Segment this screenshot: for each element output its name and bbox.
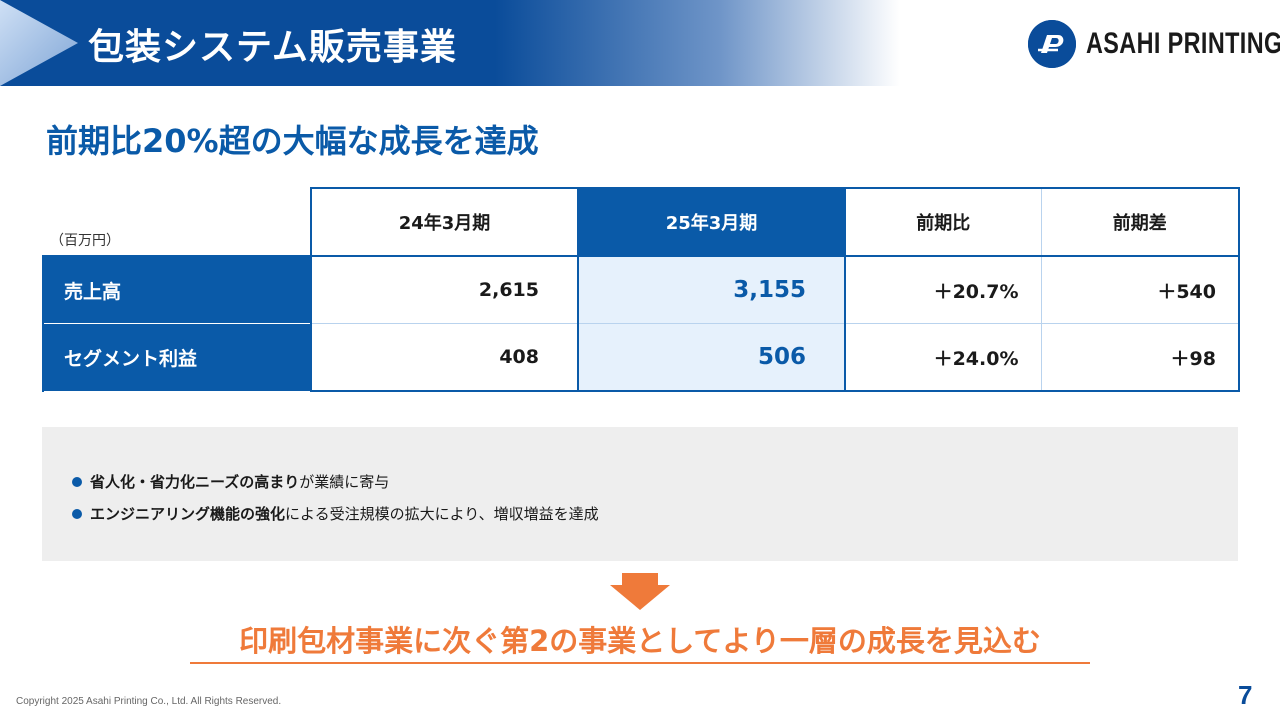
list-item: 省人化・省力化ニーズの高まり が業績に寄与 [72,471,389,492]
note-text: による受注規模の拡大により、増収増益を達成 [285,505,599,523]
company-logo: ASAHI PRINTING [1028,20,1280,68]
slide-subtitle: 前期比20%超の大幅な成長を達成 [46,122,539,160]
page-title: 包装システム販売事業 [88,27,457,68]
profit-fy24: 408 [310,323,578,392]
profit-fy25: 506 [577,323,846,392]
header-band: 包装システム販売事業 [0,0,900,86]
sales-yoy-ratio: ＋20.7% [845,255,1041,324]
bullet-icon [72,476,82,487]
sales-fy25: 3,155 [577,255,846,324]
page-number: 7 [1238,680,1253,710]
list-item: エンジニアリング機能の強化 による受注規模の拡大により、増収増益を達成 [72,503,599,524]
row-label-segment-profit: セグメント利益 [42,323,311,392]
copyright: Copyright 2025 Asahi Printing Co., Ltd. … [16,696,282,707]
sales-yoy-diff: ＋540 [1040,255,1240,324]
sales-fy24: 2,615 [310,255,578,324]
note-highlight: エンジニアリング機能の強化 [90,505,286,523]
asahi-printing-logo-icon [1028,20,1076,68]
header-triangle-decoration [0,0,78,86]
down-arrow-icon [610,573,670,610]
row-label-sales: 売上高 [42,256,311,324]
table-row: セグメント利益 408 506 ＋24.0% ＋98 [42,323,1240,392]
conclusion-text: 印刷包材事業に次ぐ第2の事業としてより一層の成長を見込む [190,618,1090,664]
profit-yoy-diff: ＋98 [1040,323,1240,392]
column-header-fy24: 24年3月期 [310,187,579,257]
profit-yoy-ratio: ＋24.0% [845,323,1041,392]
column-header-fy25: 25年3月期 [577,187,846,257]
bullet-icon [72,508,82,519]
financial-table: 24年3月期 25年3月期 前期比 前期差 売上高 2,615 3,155 ＋2… [42,187,1240,392]
column-header-yoy-ratio: 前期比 [844,187,1042,257]
note-text: が業績に寄与 [299,473,390,491]
table-row: 売上高 2,615 3,155 ＋20.7% ＋540 [42,255,1240,324]
table-corner [43,188,312,257]
table-header-row: 24年3月期 25年3月期 前期比 前期差 [43,187,1240,257]
column-header-yoy-diff: 前期差 [1040,187,1240,257]
note-highlight: 省人化・省力化ニーズの高まり [90,473,300,491]
logo-text: ASAHI PRINTING [1086,27,1280,60]
notes-box: 省人化・省力化ニーズの高まり が業績に寄与 エンジニアリング機能の強化 による受注規… [42,427,1238,561]
